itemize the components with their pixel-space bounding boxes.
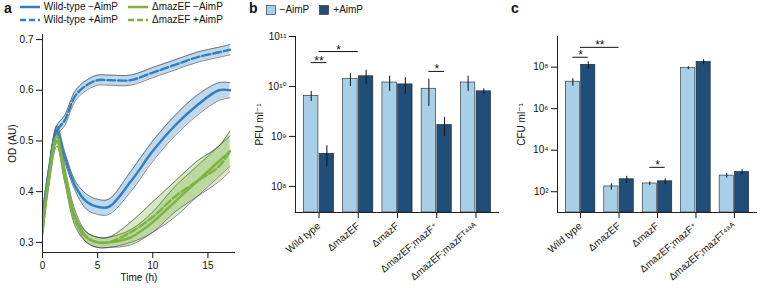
html-text:ΔmazEF −AimP: ΔmazEF −AimP <box>152 1 223 12</box>
svg-text:10⁶: 10⁶ <box>533 103 548 114</box>
svg-text:10⁴: 10⁴ <box>533 144 548 155</box>
svg-text:5: 5 <box>95 260 101 271</box>
html-text:−AimP: −AimP <box>279 4 310 15</box>
svg-text:10⁹: 10⁹ <box>271 131 286 142</box>
svg-text:10¹¹: 10¹¹ <box>269 31 287 42</box>
svg-text:10⁸: 10⁸ <box>533 61 548 72</box>
svg-text:ΔmazEF;mazF⁺: ΔmazEF;mazF⁺ <box>378 220 441 275</box>
svg-text:*: * <box>336 43 341 57</box>
svg-text:0.3: 0.3 <box>20 237 34 248</box>
svg-text:ΔmazEF: ΔmazEF <box>586 220 622 253</box>
svg-text:**: ** <box>314 54 324 68</box>
svg-text:PFU ml⁻¹: PFU ml⁻¹ <box>254 103 265 146</box>
html-text:c: c <box>511 0 519 16</box>
svg-text:10: 10 <box>147 260 159 271</box>
svg-text:Time (h): Time (h) <box>121 272 158 283</box>
svg-text:ΔmazEF;mazFᵀ⁴⁸ᴬ: ΔmazEF;mazFᵀ⁴⁸ᴬ <box>667 220 738 282</box>
svg-text:0: 0 <box>40 260 46 271</box>
svg-text:0.7: 0.7 <box>20 34 34 45</box>
svg-text:*: * <box>578 48 583 62</box>
svg-text:*: * <box>655 158 660 172</box>
svg-text:10⁸: 10⁸ <box>271 181 286 192</box>
html-text:ΔmazEF +AimP: ΔmazEF +AimP <box>152 14 223 25</box>
svg-text:10²: 10² <box>534 186 549 197</box>
svg-text:10¹⁰: 10¹⁰ <box>268 81 286 92</box>
svg-text:ΔmazEF: ΔmazEF <box>325 220 361 253</box>
svg-text:0.4: 0.4 <box>20 186 34 197</box>
html-text:+AimP: +AimP <box>333 4 363 15</box>
svg-text:0.6: 0.6 <box>20 84 34 95</box>
html-text:Wild-type +AimP: Wild-type +AimP <box>43 14 118 25</box>
html-text:a: a <box>4 0 12 16</box>
svg-text:*: * <box>434 62 439 76</box>
svg-text:CFU ml⁻¹: CFU ml⁻¹ <box>516 103 527 146</box>
svg-text:ΔmazF: ΔmazF <box>369 220 400 249</box>
html-text:b: b <box>249 0 258 16</box>
svg-text:0.5: 0.5 <box>20 135 34 146</box>
svg-text:ΔmazEF;mazF⁺: ΔmazEF;mazF⁺ <box>637 220 700 275</box>
svg-text:15: 15 <box>202 260 214 271</box>
svg-text:OD (AU): OD (AU) <box>7 124 18 162</box>
svg-text:Wild type: Wild type <box>545 220 584 255</box>
svg-text:ΔmazEF;mazFᵀ⁴⁸ᴬ: ΔmazEF;mazFᵀ⁴⁸ᴬ <box>408 220 479 282</box>
svg-text:Wild type: Wild type <box>284 220 323 255</box>
svg-text:ΔmazF: ΔmazF <box>629 220 660 249</box>
html-text:Wild-type −AimP: Wild-type −AimP <box>43 1 118 12</box>
svg-text:**: ** <box>595 38 605 52</box>
